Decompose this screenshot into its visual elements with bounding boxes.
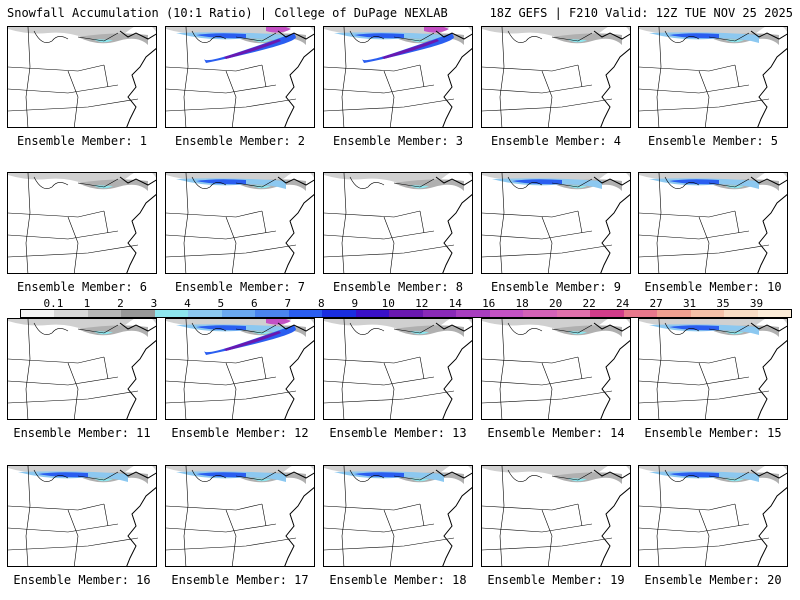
ensemble-member-label: Ensemble Member: 18 xyxy=(329,573,467,587)
ensemble-member-label: Ensemble Member: 14 xyxy=(487,426,625,440)
ensemble-member-map xyxy=(165,26,315,128)
ensemble-member-map xyxy=(638,465,788,567)
ensemble-member-label: Ensemble Member: 15 xyxy=(644,426,782,440)
ensemble-member-map xyxy=(323,26,473,128)
ensemble-member-map xyxy=(7,172,157,274)
ensemble-member-label: Ensemble Member: 17 xyxy=(171,573,309,587)
color-scale-tick-label: 27 xyxy=(649,297,663,310)
ensemble-member-map xyxy=(481,465,631,567)
color-scale-tick-label: 12 xyxy=(415,297,429,310)
ensemble-member-map xyxy=(165,318,315,420)
ensemble-member-label: Ensemble Member: 5 xyxy=(647,134,779,148)
color-scale-swatch xyxy=(523,310,557,317)
color-scale-tick-label: 14 xyxy=(448,297,462,310)
ensemble-member-map xyxy=(638,26,788,128)
color-scale-swatch xyxy=(489,310,524,317)
color-scale-tick-label: 2 xyxy=(117,297,124,310)
ensemble-member-label: Ensemble Member: 7 xyxy=(174,280,306,294)
ensemble-member-map xyxy=(7,465,157,567)
color-scale-tick-label: 39 xyxy=(749,297,764,310)
ensemble-member-map xyxy=(638,172,788,274)
color-scale-swatch xyxy=(188,310,222,317)
ensemble-member-label: Ensemble Member: 11 xyxy=(13,426,151,440)
ensemble-member-label: Ensemble Member: 20 xyxy=(644,573,782,587)
snowfall-color-scale: 0.1 1 2 3 4 5 6 7 8 9 10 12 14 16 18 20 22 24 27 31 35 39 xyxy=(6,297,794,319)
color-scale-swatch xyxy=(54,310,88,317)
color-scale-swatch xyxy=(724,310,758,317)
color-scale-swatch xyxy=(422,310,457,317)
ensemble-member-map xyxy=(165,172,315,274)
color-scale-swatch xyxy=(556,310,591,317)
color-scale-tick-label: 6 xyxy=(251,297,258,310)
color-scale-swatch xyxy=(255,310,289,317)
color-scale-tick-label: 3 xyxy=(150,297,158,310)
color-scale-tick-label: 16 xyxy=(482,297,496,310)
ensemble-member-map xyxy=(7,318,157,420)
color-scale-swatch xyxy=(389,310,423,317)
color-scale-tick-label: 9 xyxy=(351,297,359,310)
ensemble-member-label: Ensemble Member: 6 xyxy=(16,280,148,294)
color-scale-swatch xyxy=(87,310,122,317)
ensemble-member-map xyxy=(7,26,157,128)
ensemble-member-map xyxy=(323,172,473,274)
color-scale-bar xyxy=(20,309,792,318)
ensemble-member-label: Ensemble Member: 13 xyxy=(329,426,467,440)
color-scale-tick-label: 24 xyxy=(615,297,630,310)
ensemble-member-label: Ensemble Member: 12 xyxy=(171,426,309,440)
ensemble-member-label: Ensemble Member: 1 xyxy=(16,134,148,148)
ensemble-member-map xyxy=(165,465,315,567)
ensemble-member-label: Ensemble Member: 3 xyxy=(332,134,464,148)
valid-time: 18Z GEFS | F210 Valid: 12Z TUE NOV 25 20… xyxy=(489,6,793,20)
color-scale-tick-label: 0.1 xyxy=(43,297,64,310)
color-scale-tick-label: 20 xyxy=(549,297,563,310)
color-scale-tick-label: 35 xyxy=(716,297,730,310)
color-scale-swatch xyxy=(221,310,256,317)
color-scale-tick-label: 8 xyxy=(317,297,325,310)
color-scale-swatch xyxy=(154,310,189,317)
ensemble-member-label: Ensemble Member: 4 xyxy=(490,134,622,148)
color-scale-swatch xyxy=(623,310,658,317)
ensemble-member-label: Ensemble Member: 9 xyxy=(490,280,622,294)
ensemble-member-map xyxy=(481,318,631,420)
color-scale-tick-label: 31 xyxy=(682,297,697,310)
color-scale-swatch xyxy=(288,310,323,317)
ensemble-member-label: Ensemble Member: 8 xyxy=(332,280,464,294)
color-scale-swatch xyxy=(21,310,55,317)
ensemble-member-label: Ensemble Member: 16 xyxy=(13,573,151,587)
ensemble-member-map xyxy=(481,172,631,274)
color-scale-tick-label: 7 xyxy=(284,297,292,310)
ensemble-member-map xyxy=(323,465,473,567)
color-scale-tick-label: 22 xyxy=(582,297,596,310)
color-scale-swatch xyxy=(590,310,624,317)
color-scale-tick-label: 5 xyxy=(217,297,225,310)
color-scale-tick-label: 1 xyxy=(83,297,91,310)
color-scale-tick-label: 4 xyxy=(184,297,191,310)
ensemble-member-label: Ensemble Member: 10 xyxy=(644,280,782,294)
ensemble-member-map xyxy=(323,318,473,420)
ensemble-member-label: Ensemble Member: 2 xyxy=(174,134,306,148)
ensemble-member-label: Ensemble Member: 19 xyxy=(487,573,625,587)
color-scale-swatch xyxy=(456,310,490,317)
color-scale-tick-label: 10 xyxy=(381,297,395,310)
color-scale-swatch xyxy=(121,310,155,317)
color-scale-swatch xyxy=(322,310,356,317)
color-scale-swatch xyxy=(690,310,725,317)
ensemble-member-map xyxy=(481,26,631,128)
color-scale-swatch xyxy=(757,310,792,317)
color-scale-swatch xyxy=(657,310,691,317)
color-scale-swatch xyxy=(355,310,390,317)
product-title: Snowfall Accumulation (10:1 Ratio) | Col… xyxy=(7,6,448,20)
ensemble-member-map xyxy=(638,318,788,420)
color-scale-tick-label: 18 xyxy=(515,297,529,310)
